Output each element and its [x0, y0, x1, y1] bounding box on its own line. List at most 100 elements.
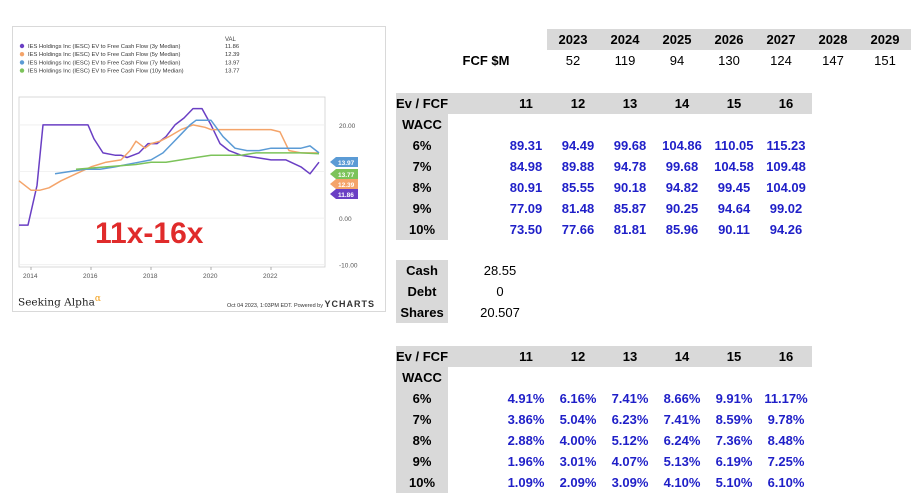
table-corner: Ev / FCF — [396, 93, 448, 114]
seeking-alpha-logo-text: Seeking Alpha — [18, 296, 95, 309]
ev-value: 81.48 — [561, 201, 595, 216]
return-value: 6.19% — [715, 454, 753, 469]
ev-value: 73.50 — [509, 222, 543, 237]
fcf-year: 2025 — [651, 29, 703, 50]
return-value: 6.23% — [611, 412, 649, 427]
return-value: 6.24% — [663, 433, 701, 448]
return-value: 4.91% — [507, 391, 545, 406]
balance-label: Shares — [396, 302, 448, 323]
series-line — [75, 152, 320, 170]
x-tick-label: 2020 — [203, 273, 218, 280]
balance-label: Cash — [396, 260, 448, 281]
wacc-label: WACC — [396, 367, 448, 388]
fcf-value: 130 — [718, 53, 740, 68]
ev-value: 104.09 — [766, 180, 806, 195]
return-value: 3.09% — [611, 475, 649, 490]
wacc-rate: 6% — [396, 388, 448, 409]
multiple-header: 14 — [656, 93, 708, 114]
return-value: 5.13% — [663, 454, 701, 469]
legend-label: IES Holdings Inc (IESC) EV to Free Cash … — [28, 44, 180, 50]
multiple-header: 14 — [656, 346, 708, 367]
footer-timestamp: Oct 04 2023, 1:03PM EDT. Powered by — [227, 303, 323, 309]
wacc-rate: 9% — [396, 451, 448, 472]
multiple-header: 11 — [500, 346, 552, 367]
return-value: 7.25% — [767, 454, 805, 469]
return-value: 2.09% — [559, 475, 597, 490]
fcf-year: 2028 — [807, 29, 859, 50]
table-row: Debt 0 — [396, 281, 552, 302]
return-value: 8.66% — [663, 391, 701, 406]
fcf-value: 124 — [770, 53, 792, 68]
value-badge-label: 11.86 — [338, 192, 354, 199]
value-badge-label: 13.97 — [338, 160, 355, 167]
return-value: 4.07% — [611, 454, 649, 469]
fcf-value: 94 — [669, 53, 685, 68]
ev-value: 99.68 — [613, 138, 647, 153]
fcf-year: 2026 — [703, 29, 755, 50]
table-row: 8% 2.88% 4.00% 5.12% 6.24% 7.36% 8.48% — [396, 430, 812, 451]
table-row: 6% 4.91% 6.16% 7.41% 8.66% 9.91% 11.17% — [396, 388, 812, 409]
ev-value: 94.82 — [665, 180, 699, 195]
ev-value: 77.66 — [561, 222, 595, 237]
x-tick-label: 2016 — [83, 273, 98, 280]
table-corner: Ev / FCF — [396, 346, 448, 367]
ev-value: 84.98 — [509, 159, 543, 174]
ev-value: 99.68 — [665, 159, 699, 174]
ev-value: 90.25 — [665, 201, 699, 216]
return-value: 3.86% — [507, 412, 545, 427]
x-tick-label: 2022 — [263, 273, 278, 280]
return-value: 5.10% — [715, 475, 753, 490]
x-tick-label: 2014 — [23, 273, 38, 280]
ev-value: 104.58 — [714, 159, 754, 174]
ev-value: 94.26 — [769, 222, 803, 237]
legend-header: VAL — [225, 37, 237, 43]
return-value: 8.59% — [715, 412, 753, 427]
table-row: Shares 20.507 — [396, 302, 552, 323]
legend-label: IES Holdings Inc (IESC) EV to Free Cash … — [28, 60, 180, 66]
return-value: 7.41% — [611, 391, 649, 406]
ev-value: 89.31 — [509, 138, 543, 153]
balance-value: 0 — [496, 284, 504, 299]
fcf-value: 119 — [614, 53, 636, 68]
table-row: Cash 28.55 — [396, 260, 552, 281]
return-value: 7.36% — [715, 433, 753, 448]
legend-marker — [19, 60, 25, 65]
return-value: 4.00% — [559, 433, 597, 448]
multiple-header: 13 — [604, 346, 656, 367]
ev-sensitivity-table: Ev / FCF 11 12 13 14 15 16 WACC 6% 89.31… — [396, 93, 812, 240]
ev-value: 90.18 — [613, 180, 647, 195]
balance-table: Cash 28.55 Debt 0 Shares 20.507 — [396, 260, 552, 323]
fcf-label: FCF $M — [462, 53, 510, 68]
alpha-mark: α — [94, 294, 101, 304]
balance-label: Debt — [396, 281, 448, 302]
ev-value: 85.55 — [561, 180, 595, 195]
return-value: 7.41% — [663, 412, 701, 427]
ev-value: 99.45 — [717, 180, 751, 195]
ycharts-logo: YCHARTS — [324, 299, 376, 309]
ev-value: 104.86 — [662, 138, 702, 153]
return-value: 8.48% — [767, 433, 805, 448]
wacc-rate: 8% — [396, 177, 448, 198]
wacc-rate: 7% — [396, 409, 448, 430]
table-row: 10% 1.09% 2.09% 3.09% 4.10% 5.10% 6.10% — [396, 472, 812, 493]
return-value: 1.96% — [507, 454, 545, 469]
fcf-year: 2023 — [547, 29, 599, 50]
table-row: 10% 73.50 77.66 81.81 85.96 90.11 94.26 — [396, 219, 812, 240]
return-sensitivity-table: Ev / FCF 11 12 13 14 15 16 WACC 6% 4.91%… — [396, 346, 812, 493]
ev-value: 81.81 — [613, 222, 647, 237]
return-value: 6.16% — [559, 391, 597, 406]
wacc-rate: 10% — [396, 472, 448, 493]
legend-label: IES Holdings Inc (IESC) EV to Free Cash … — [28, 69, 184, 75]
return-value: 3.01% — [559, 454, 597, 469]
fcf-value: 52 — [565, 53, 581, 68]
ev-value: 99.02 — [769, 201, 803, 216]
fcf-year: 2029 — [859, 29, 911, 50]
legend-marker — [19, 43, 25, 49]
table-row: 9% 1.96% 3.01% 4.07% 5.13% 6.19% 7.25% — [396, 451, 812, 472]
wacc-label: WACC — [396, 114, 448, 135]
ev-value: 94.78 — [613, 159, 647, 174]
ev-fcf-chart-panel: 20.0010.000.00-10.0020142016201820202022… — [12, 26, 386, 312]
legend-marker — [19, 68, 25, 73]
fcf-value: 151 — [874, 53, 896, 68]
series-line — [18, 124, 319, 191]
